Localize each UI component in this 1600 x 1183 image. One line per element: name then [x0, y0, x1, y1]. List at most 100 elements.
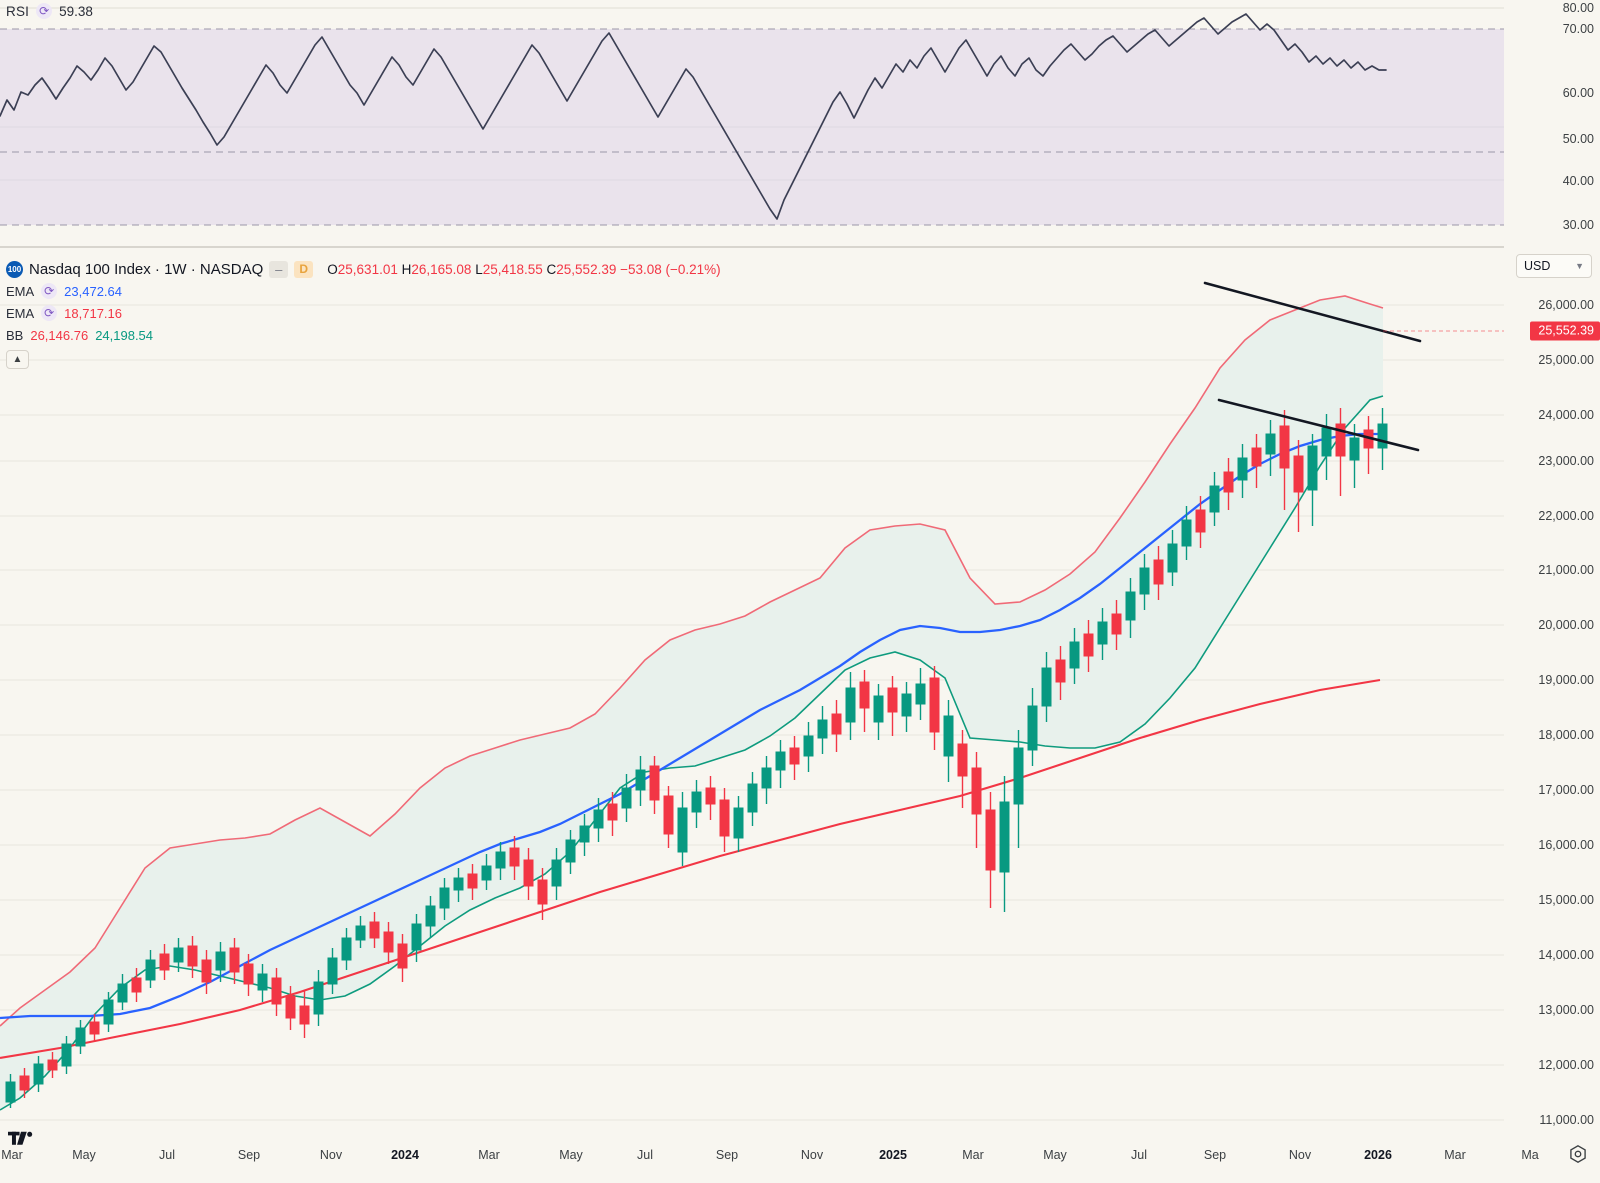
time-label-year: 2025 [879, 1148, 907, 1162]
price-axis-label: 11,000.00 [1539, 1113, 1594, 1127]
time-label: May [1043, 1148, 1067, 1162]
indicator-row-bb[interactable]: BB 26,146.76 24,198.54 [6, 324, 721, 346]
ohlc-o-value: 25,631.01 [337, 261, 398, 277]
price-axis-label: 19,000.00 [1538, 673, 1594, 687]
time-label: Mar [1, 1148, 23, 1162]
bb-upper-value: 26,146.76 [30, 327, 89, 343]
price-axis-label: 22,000.00 [1538, 509, 1594, 523]
time-label: Sep [1203, 1148, 1227, 1162]
rsi-plot-area[interactable] [0, 0, 1504, 246]
ema-slow-label: EMA [6, 305, 35, 321]
rsi-price-axis[interactable]: 80.00 70.00 60.00 50.00 40.00 30.00 [1504, 0, 1600, 246]
indicator-row-ema-slow[interactable]: EMA ⟳ 18,717.16 [6, 302, 721, 324]
time-label-year: 2024 [391, 1148, 419, 1162]
ema-fast-label: EMA [6, 283, 35, 299]
ohlc-h-value: 26,165.08 [411, 261, 472, 277]
time-label-year: 2026 [1364, 1148, 1392, 1162]
ohlc-c-value: 25,552.39 [556, 261, 617, 277]
price-axis-label: 17,000.00 [1538, 783, 1594, 797]
price-axis-label: 21,000.00 [1538, 563, 1594, 577]
chevron-down-icon: ▼ [1575, 261, 1584, 271]
time-label: Nov [319, 1148, 343, 1162]
price-axis-label: 15,000.00 [1538, 893, 1594, 907]
ohlc-h-key: H [401, 261, 412, 277]
chevron-up-icon[interactable]: ▲ [6, 350, 29, 369]
ohlc-values: O25,631.01 H26,165.08 L25,418.55 C25,552… [327, 262, 720, 277]
bb-lower-line [0, 395, 1384, 1111]
price-axis-label: 25,000.00 [1538, 353, 1594, 367]
price-axis-label: 18,000.00 [1538, 728, 1594, 742]
symbol-title[interactable]: Nasdaq 100 Index · 1W · NASDAQ [29, 260, 264, 278]
time-label: Jul [637, 1148, 653, 1162]
bb-upper-line [0, 295, 1384, 1027]
adjustment-d-badge[interactable]: D [294, 260, 314, 278]
time-label: Sep [715, 1148, 739, 1162]
settings-circle-icon[interactable]: ⟳ [41, 283, 58, 299]
rsi-axis-label: 80.00 [1562, 1, 1594, 15]
price-axis-label: 20,000.00 [1538, 618, 1594, 632]
currency-selector[interactable]: USD ▼ [1516, 254, 1592, 278]
rsi-axis-label: 50.00 [1562, 132, 1594, 146]
price-axis-label: 16,000.00 [1538, 838, 1594, 852]
price-pane: 100 Nasdaq 100 Index · 1W · NASDAQ – D O… [0, 248, 1600, 1128]
price-axis-label: 12,000.00 [1538, 1058, 1594, 1072]
bb-fill [0, 296, 1383, 1110]
pane-separator[interactable] [0, 246, 1504, 248]
gear-icon[interactable] [1568, 1144, 1588, 1164]
time-label: Ma [1521, 1148, 1539, 1162]
rsi-axis-label: 70.00 [1562, 22, 1594, 36]
time-label: May [559, 1148, 583, 1162]
indicator-row-ema-fast[interactable]: EMA ⟳ 23,472.64 [6, 280, 721, 302]
time-label: Nov [800, 1148, 824, 1162]
candlestick-series [5, 408, 1388, 1108]
time-label: Nov [1288, 1148, 1312, 1162]
time-label: Jul [159, 1148, 175, 1162]
price-axis-label: 23,000.00 [1538, 454, 1594, 468]
ohlc-change: −53.08 (−0.21%) [620, 261, 721, 277]
ohlc-o-key: O [327, 261, 338, 277]
price-svg [0, 281, 1504, 1121]
time-label: Mar [1444, 1148, 1466, 1162]
bb-label: BB [6, 327, 24, 343]
bar-style-icon[interactable]: – [269, 260, 289, 278]
time-label: Jul [1131, 1148, 1147, 1162]
time-axis[interactable]: Mar May Jul Sep Nov 2024 Mar May Jul Sep… [0, 1128, 1600, 1183]
settings-circle-icon[interactable]: ⟳ [41, 305, 58, 321]
rsi-axis-label: 60.00 [1562, 86, 1594, 100]
ema-slow-line [0, 678, 1381, 1060]
rsi-value: 59.38 [59, 3, 93, 19]
rsi-pane: RSI ⟳ 59.38 80.00 70.00 60 [0, 0, 1600, 248]
price-axis-label: 14,000.00 [1538, 948, 1594, 962]
settings-circle-icon[interactable]: ⟳ [36, 3, 53, 19]
ema-fast-line [0, 432, 1383, 1020]
tradingview-logo-icon[interactable] [8, 1130, 34, 1148]
rsi-legend[interactable]: RSI ⟳ 59.38 [6, 3, 93, 19]
price-plot-area[interactable] [0, 248, 1504, 1128]
rsi-series [0, 13, 1387, 220]
rsi-axis-label: 30.00 [1562, 218, 1594, 232]
rsi-axis-label: 40.00 [1562, 174, 1594, 188]
price-axis-label: 24,000.00 [1538, 408, 1594, 422]
time-label: May [72, 1148, 96, 1162]
chart-legend: 100 Nasdaq 100 Index · 1W · NASDAQ – D O… [6, 258, 721, 369]
time-label: Sep [237, 1148, 261, 1162]
price-axis[interactable]: USD ▼ 26,000.00 25,552.39 25,000.00 24,0… [1504, 248, 1600, 1128]
trendline-lower [1217, 398, 1420, 452]
time-label: Mar [962, 1148, 984, 1162]
price-axis-label: 26,000.00 [1538, 298, 1594, 312]
price-axis-label: 13,000.00 [1538, 1003, 1594, 1017]
bb-lower-value: 24,198.54 [95, 327, 154, 343]
rsi-svg [0, 7, 1504, 226]
current-price-tag: 25,552.39 [1530, 321, 1600, 341]
ohlc-l-value: 25,418.55 [482, 261, 543, 277]
nasdaq100-symbol-icon: 100 [6, 260, 23, 278]
time-label: Mar [478, 1148, 500, 1162]
symbol-row[interactable]: 100 Nasdaq 100 Index · 1W · NASDAQ – D O… [6, 258, 721, 280]
currency-label: USD [1524, 259, 1551, 273]
ema-fast-value: 23,472.64 [64, 283, 123, 299]
ohlc-c-key: C [546, 261, 557, 277]
ema-slow-value: 18,717.16 [64, 305, 123, 321]
rsi-label: RSI [6, 3, 30, 19]
ohlc-l-key: L [475, 261, 483, 277]
